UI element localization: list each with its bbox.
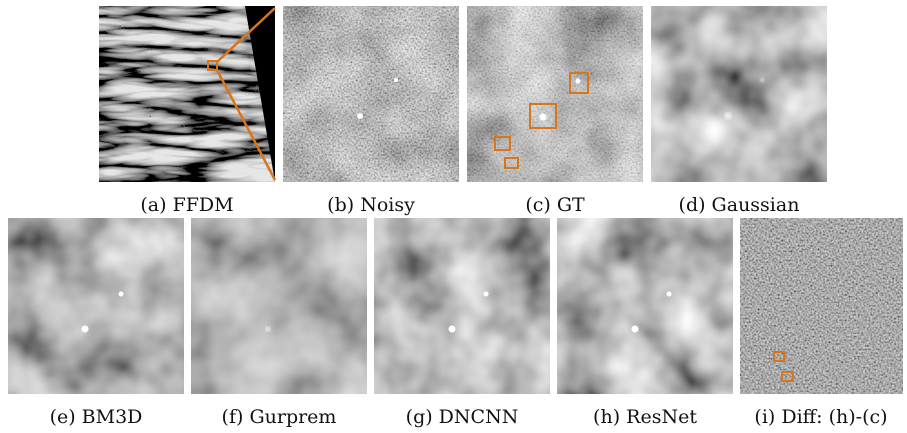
caption: (e) BM3D	[50, 406, 143, 428]
caption: (i) Diff: (h)-(c)	[754, 406, 887, 428]
caption: (a) FFDM	[140, 194, 233, 216]
caption: (f) Gurprem	[222, 406, 337, 428]
caption: (g) DNCNN	[406, 406, 519, 428]
panel-image	[374, 218, 550, 394]
panel-image	[557, 218, 733, 394]
caption: (h) ResNet	[593, 406, 697, 428]
figure: (a) FFDM (b) Noisy (c) GT (d) Gaussian (…	[0, 0, 907, 433]
caption: (c) GT	[525, 194, 585, 216]
panel-image	[283, 6, 459, 182]
caption: (b) Noisy	[327, 194, 415, 216]
panel-image	[99, 6, 275, 182]
panel-image	[651, 6, 827, 182]
caption: (d) Gaussian	[679, 194, 800, 216]
panel-image	[191, 218, 367, 394]
panel-image	[8, 218, 184, 394]
panel-image	[467, 6, 643, 182]
panel-image	[740, 218, 903, 394]
